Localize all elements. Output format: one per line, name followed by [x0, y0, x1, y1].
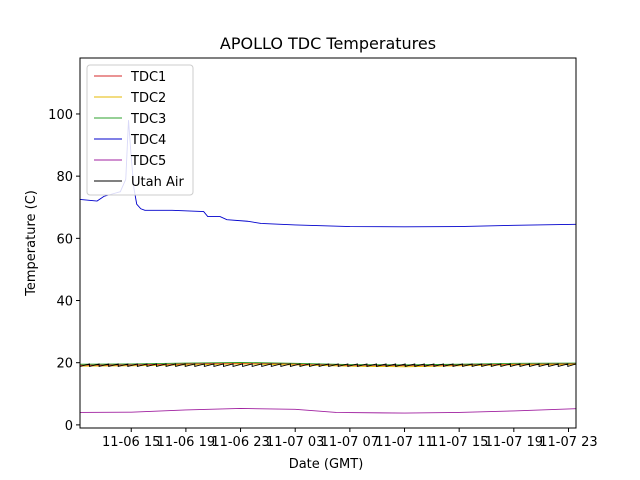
- x-tick-label: 11-07 11: [375, 435, 433, 450]
- x-tick-label: 11-07 15: [430, 435, 488, 450]
- legend-label: TDC1: [130, 70, 166, 85]
- legend-label: TDC3: [130, 112, 166, 127]
- x-tick-label: 11-06 15: [102, 435, 160, 450]
- x-tick-label: 11-06 23: [211, 435, 269, 450]
- series-line-tdc5: [80, 407, 576, 414]
- y-axis: 0 20 40 60 80 100: [48, 108, 80, 434]
- series-line-tdc3: [80, 361, 576, 366]
- legend-box: [86, 64, 194, 196]
- y-tick-label: 0: [65, 419, 73, 434]
- y-axis-label: Temperature (C): [24, 190, 39, 297]
- legend-label: Utah Air: [131, 175, 184, 190]
- legend: TDC1 TDC2 TDC3 TDC4 TDC5 Utah Air: [86, 64, 194, 196]
- x-tick-label: 11-07 03: [266, 435, 324, 450]
- x-tick-label: 11-06 19: [157, 435, 215, 450]
- x-tick-label: 11-07 23: [539, 435, 597, 450]
- series-line-tdc1: [80, 362, 576, 366]
- y-tick-label: 80: [56, 170, 73, 185]
- legend-label: TDC4: [130, 133, 166, 148]
- x-tick-label: 11-07 19: [485, 435, 543, 450]
- y-tick-label: 20: [56, 357, 73, 372]
- y-tick-label: 60: [56, 232, 73, 247]
- legend-label: TDC5: [130, 154, 166, 169]
- series-line-utah-air: [80, 363, 576, 368]
- x-axis-label: Date (GMT): [289, 457, 364, 472]
- y-tick-label: 40: [56, 295, 73, 310]
- x-tick-label: 11-07 07: [321, 435, 379, 450]
- y-tick-label: 100: [48, 108, 73, 123]
- legend-label: TDC2: [130, 91, 166, 106]
- plot-frame: [79, 57, 577, 429]
- chart-title: APOLLO TDC Temperatures: [220, 34, 436, 53]
